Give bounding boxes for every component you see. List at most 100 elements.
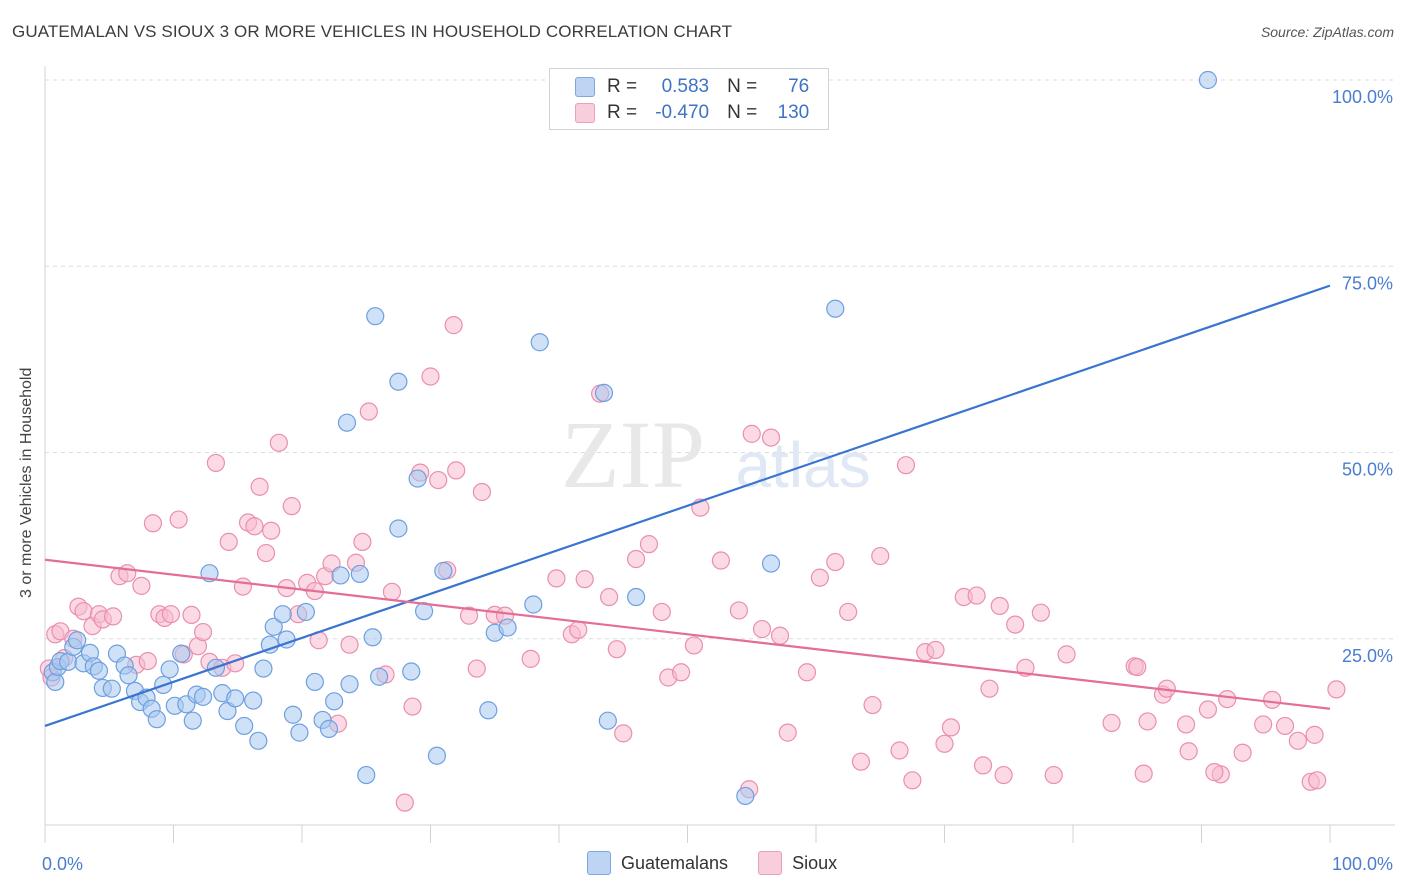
sioux-point [1134,764,1153,783]
guatemalan-point [102,679,121,698]
n-label: N = [727,76,758,97]
guatemalan-point [370,667,389,686]
sioux-point [863,695,882,715]
sioux-point [1327,680,1346,699]
sioux-point [143,514,163,533]
sioux-point [990,596,1009,616]
sioux-point [269,433,288,452]
sioux-point [967,586,986,605]
sioux-point [444,316,463,335]
guatemalan-point [325,692,344,711]
sioux-point [353,532,372,552]
guatemalan-point [68,631,87,650]
sioux-point [671,663,691,682]
sioux-point [1305,725,1324,744]
sioux-point [1218,689,1237,709]
sioux-point [447,461,466,480]
sioux-point [233,577,252,596]
sioux-point [896,456,916,475]
sioux-point [994,765,1013,785]
blue-swatch [575,77,595,97]
sioux-point [1198,700,1218,719]
guatemalan-point [626,587,646,607]
correlation-legend: R = 0.583 N = 76 R = -0.470 N = 130 [549,68,829,130]
sioux-point [1176,715,1196,734]
sioux-point [935,734,954,753]
x-tick-label: 100.0% [1332,854,1393,874]
sioux-point [652,602,671,622]
guatemalan-point [479,701,498,720]
guatemalan-point [296,602,315,622]
guatemalan-point [89,661,109,680]
sioux-point [600,587,619,607]
legend-row-sioux: R = -0.470 N = 130 [550,100,809,126]
sioux-point [761,428,781,447]
sioux-point [614,724,633,743]
sioux-point [1138,712,1157,731]
guatemalan-point [147,710,166,729]
legend-item-guatemalans[interactable]: Guatemalans [587,851,728,875]
legend-item-sioux[interactable]: Sioux [758,851,837,875]
sioux-point [1288,731,1307,750]
sioux-point [839,602,858,622]
guatemalan-point [427,746,447,765]
sioux-point [1308,771,1327,790]
sioux-point [547,569,566,588]
guatemalan-point [193,687,213,706]
axes [44,66,1395,843]
pink-swatch [575,103,595,123]
guatemalan-point [331,566,350,585]
r-value: 0.583 [661,76,710,97]
sioux-point [826,552,845,572]
sioux-point [250,477,269,496]
guatemalan-point [1198,70,1218,90]
n-value: 130 [777,102,810,123]
sioux-point [1102,713,1121,733]
sioux-point [182,605,201,625]
sioux-point [467,659,486,678]
sioux-points [39,316,1346,812]
sioux-point [607,640,626,659]
sioux-point [797,663,817,682]
blue-swatch [587,851,611,875]
y-tick-label: 75.0% [1342,273,1393,293]
guatemalan-point [319,719,339,738]
guatemalan-point [273,605,292,624]
series-legend: Guatemalans Sioux [587,851,867,875]
sioux-point [429,470,448,490]
guatemalan-point [260,635,279,654]
sioux-point [626,549,646,569]
sioux-point [851,752,871,771]
guatemalan-point [305,672,324,692]
sioux-point [1233,743,1252,762]
sioux-point [74,602,93,621]
watermark-atlas: atlas [735,429,870,501]
sioux-point [395,793,414,812]
pink-swatch [758,851,783,875]
guatemalan-point [244,691,263,710]
sioux-point [206,453,226,473]
source-label: Source: ZipAtlas.com [1260,24,1394,40]
sioux-point [521,649,540,668]
n-value: 76 [788,76,810,97]
sioux-point [770,626,790,645]
sioux-point [569,620,588,639]
guatemalan-point [172,644,191,663]
sioux-point [778,723,797,742]
sioux-point [871,546,890,566]
sioux-point [1031,603,1050,622]
sioux-point [1057,645,1076,664]
sioux-point [245,517,264,536]
guatemalan-point [350,564,369,584]
guatemalan-point [530,333,549,352]
guatemalan-point [498,618,517,637]
guatemalan-point [434,561,453,581]
guatemalan-point [594,383,614,402]
guatemalan-point [290,723,309,742]
y-tick-labels: 25.0% 50.0% 75.0% 100.0% [1332,87,1393,666]
sioux-point [118,564,137,583]
sioux-point [1179,742,1198,761]
sioux-point [1263,690,1282,709]
legend-label: Guatemalans [621,852,729,873]
